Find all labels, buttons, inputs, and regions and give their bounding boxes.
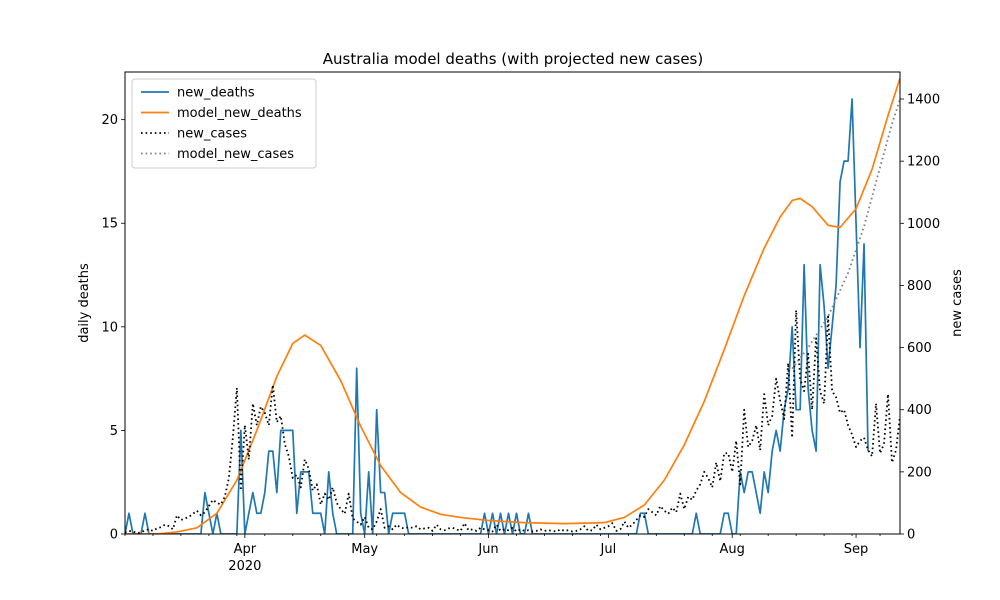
legend: new_deaths model_new_deaths new_casesmodel… xyxy=(131,78,317,169)
x-tick-label: Jun xyxy=(477,542,498,557)
x-tick-sublabel: 2020 xyxy=(228,559,261,574)
y-right-tick-label: 400 xyxy=(907,403,932,418)
legend-label: model_new_deaths xyxy=(177,106,302,121)
legend-label: new_deaths xyxy=(177,86,255,101)
y-axis-right-label: new cases xyxy=(950,269,965,337)
x-tick-label: Apr xyxy=(234,542,257,557)
legend-label: new_cases xyxy=(177,127,247,142)
y-right-tick-label: 200 xyxy=(907,465,932,480)
series-line-new-deaths xyxy=(125,98,869,534)
y-right-tick-label: 1200 xyxy=(907,155,940,170)
series-line-model-new-deaths xyxy=(125,77,900,534)
y-left-tick-label: 0 xyxy=(110,528,118,543)
y-axis-left-label: daily deaths xyxy=(77,263,92,343)
series-line-new-cases xyxy=(125,309,900,534)
plot-frame xyxy=(124,71,901,535)
y-left-tick-label: 15 xyxy=(101,217,118,232)
chart-title: Australia model deaths (with projected n… xyxy=(323,50,703,68)
y-right-tick-label: 0 xyxy=(907,528,915,543)
y-axis-right: 0 200 400 600 800 1000 1200 1400 xyxy=(900,93,940,543)
series-layer xyxy=(125,77,900,534)
x-tick-label: Aug xyxy=(720,542,745,557)
y-axis-left: 0 5 10 15 20 xyxy=(101,113,125,543)
y-left-tick-label: 20 xyxy=(101,113,118,128)
x-tick-label: May xyxy=(351,542,378,557)
y-right-tick-label: 600 xyxy=(907,341,932,356)
x-axis: Apr 2020 May Jun Jul Aug Sep xyxy=(124,534,881,574)
x-tick-label: Sep xyxy=(844,542,869,557)
y-left-tick-label: 10 xyxy=(101,320,118,335)
y-left-tick-label: 5 xyxy=(110,424,118,439)
y-right-tick-label: 1000 xyxy=(907,217,940,232)
legend-label: model_new_cases xyxy=(177,147,294,162)
y-right-tick-label: 1400 xyxy=(907,93,940,108)
legend-box xyxy=(131,78,317,169)
y-right-tick-label: 800 xyxy=(907,279,932,294)
series-line-model-new-cases xyxy=(791,98,900,370)
x-tick-label: Jul xyxy=(600,542,617,557)
